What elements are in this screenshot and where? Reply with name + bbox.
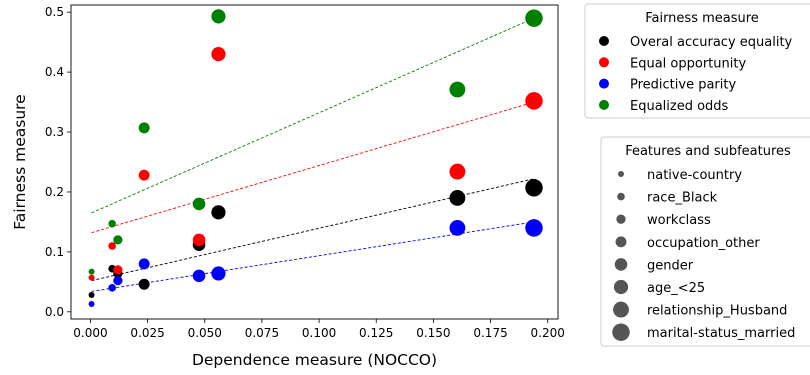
legend-marker [613,279,629,295]
legend-marker [612,323,630,341]
data-point [88,301,95,308]
legend-marker [616,214,626,224]
legend-marker [615,236,627,248]
legend-marker [618,171,624,177]
data-point [192,269,206,283]
y-axis-label: Fairness measure [11,94,29,229]
legend-marker [599,57,609,68]
legend-marker [614,258,628,271]
data-point [211,205,226,220]
data-point [113,235,123,245]
data-point [138,122,150,134]
legend-marker [613,301,629,318]
x-axis: 0.000 0.025 0.050 0.075 0.100 0.125 0.150 0.175… [73,319,565,340]
data-point [108,242,116,250]
y-tick-label: 0.5 [45,5,64,19]
x-tick-label: 0.050 [188,326,222,340]
x-tick-label: 0.125 [359,326,393,340]
legend-entry: age_<25 [647,281,705,296]
data-point [525,179,543,197]
x-tick-label: 0.150 [416,326,450,340]
legend-frame [600,136,810,347]
legend-entry: Overal accuracy equality [630,35,793,50]
legend-entry: workclass [647,213,711,228]
legend-entry: Equal opportunity [630,56,746,71]
fairness-legend: Fairness measure Overal accuracy equalit… [584,3,810,119]
data-point [88,292,95,299]
trend-line [91,101,535,234]
data-point [88,268,95,275]
x-tick-label: 0.200 [531,326,565,340]
data-point [525,9,543,27]
legend-title: Fairness measure [645,11,759,26]
x-tick-label: 0.075 [245,326,279,340]
y-tick-label: 0.2 [45,185,64,199]
data-point [138,258,150,270]
data-point [211,47,226,62]
legend-marker [599,99,609,110]
legend-frame [584,3,810,119]
features-legend: Features and subfeatures native-country r… [600,136,810,347]
y-tick-label: 0.3 [45,125,64,139]
trend-line [91,221,535,292]
legend-entry: native-country [647,168,742,183]
data-point [449,219,466,236]
x-tick-label: 0.025 [130,326,164,340]
legend-entry: relationship_Husband [647,304,787,319]
data-point [113,265,123,275]
data-point [525,219,543,237]
legend-entry: gender [647,258,694,273]
x-axis-label: Dependence measure (NOCCO) [192,351,437,369]
trend-line [91,17,535,214]
y-axis: 0.0 0.1 0.2 0.3 0.4 0.5 [45,5,71,319]
legend-entry: Predictive parity [630,78,736,93]
data-point [449,190,466,206]
legend-marker [617,192,625,201]
x-tick-label: 0.000 [73,326,107,340]
x-tick-label: 0.100 [302,326,336,340]
y-tick-label: 0.4 [45,65,64,79]
data-points [88,9,543,308]
legend-entry: Equalized odds [630,99,729,114]
y-tick-label: 0.0 [45,305,64,319]
legend-title: Features and subfeatures [625,144,791,159]
legend-marker [599,36,609,46]
legend-entry: race_Black [647,191,718,206]
data-point [88,274,95,281]
data-point [108,219,116,228]
data-point [525,92,543,110]
x-tick-label: 0.175 [473,326,507,340]
data-point [192,233,206,247]
data-point [138,169,150,181]
legend-entry: occupation_other [647,236,760,251]
data-point [449,163,466,180]
trend-lines [91,17,535,292]
data-point [449,81,466,98]
legend-marker [599,78,609,89]
legend-entry: marital-status_married [647,326,795,341]
y-tick-label: 0.1 [45,245,64,259]
trend-line [91,178,535,282]
data-point [211,266,226,281]
data-point [211,9,226,24]
plot-area [70,4,559,320]
data-point [138,278,150,290]
data-point [192,197,206,211]
data-point [108,284,116,292]
data-point [113,276,123,286]
